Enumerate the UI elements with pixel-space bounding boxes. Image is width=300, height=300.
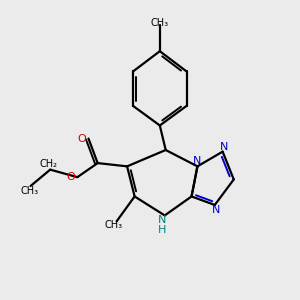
Text: CH₃: CH₃	[20, 186, 38, 196]
Text: O: O	[67, 172, 75, 182]
Text: N: N	[220, 142, 228, 152]
Text: CH₃: CH₃	[151, 18, 169, 28]
Text: O: O	[78, 134, 86, 143]
Text: CH₂: CH₂	[40, 159, 58, 169]
Text: N: N	[193, 156, 202, 167]
Text: H: H	[158, 225, 166, 235]
Text: N: N	[212, 205, 220, 215]
Text: CH₃: CH₃	[105, 220, 123, 230]
Text: N: N	[158, 215, 166, 225]
